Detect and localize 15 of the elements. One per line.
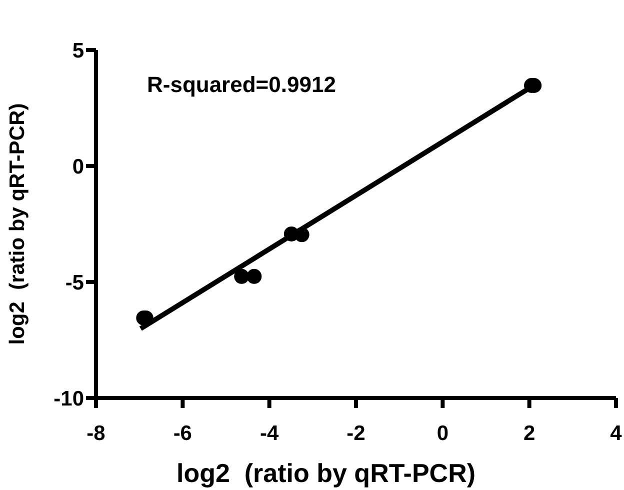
x-axis-title: log2 (ratio by qRT-PCR): [176, 458, 476, 488]
y-tick-label: 0: [72, 155, 84, 178]
x-tick-label: -6: [173, 422, 192, 445]
y-tick-label: 5: [72, 39, 84, 62]
x-tick-label: 0: [436, 422, 449, 445]
annotation: R-squared=0.9912: [147, 72, 336, 97]
y-tick-label: -5: [65, 271, 84, 294]
x-tick-label: -8: [86, 422, 106, 445]
x-tick-label: -2: [346, 422, 366, 445]
x-tick-label: -4: [260, 422, 279, 445]
x-tick-label: 4: [610, 422, 622, 445]
y-tick-label: -10: [54, 387, 84, 410]
point: [246, 268, 262, 284]
y-axis-title: log2 (ratio by qRT-PCR): [6, 103, 29, 345]
x-tick-label: 2: [523, 422, 536, 445]
